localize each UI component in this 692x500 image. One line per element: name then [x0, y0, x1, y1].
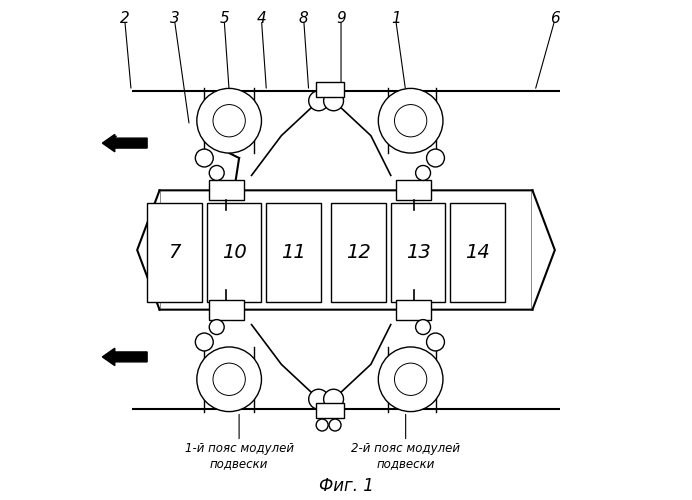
Text: 7: 7 [168, 243, 181, 262]
Text: 11: 11 [282, 243, 306, 262]
Bar [450, 203, 505, 302]
Polygon shape [532, 190, 555, 310]
Circle shape [394, 363, 427, 396]
Circle shape [324, 389, 343, 409]
Text: 9: 9 [336, 12, 346, 26]
Bar [316, 403, 343, 418]
Polygon shape [137, 190, 160, 310]
Bar [209, 180, 244, 201]
FancyArrow shape [102, 348, 147, 366]
Circle shape [197, 88, 262, 153]
Text: 3: 3 [170, 12, 179, 26]
FancyArrow shape [102, 134, 147, 152]
Circle shape [195, 149, 213, 167]
Circle shape [213, 104, 245, 137]
Circle shape [209, 320, 224, 334]
Text: 1: 1 [391, 12, 401, 26]
Bar [391, 203, 446, 302]
Circle shape [426, 149, 444, 167]
Text: 2-й пояс модулей
подвески: 2-й пояс модулей подвески [351, 442, 460, 470]
FancyBboxPatch shape [160, 190, 532, 310]
Text: 14: 14 [466, 243, 490, 262]
Text: 12: 12 [346, 243, 371, 262]
Bar [266, 203, 321, 302]
Bar [331, 203, 385, 302]
Text: 5: 5 [219, 12, 229, 26]
Circle shape [416, 166, 430, 180]
Circle shape [209, 166, 224, 180]
Text: 8: 8 [299, 12, 309, 26]
Circle shape [379, 88, 443, 153]
Bar [147, 203, 202, 302]
Text: 10: 10 [221, 243, 246, 262]
Bar [209, 300, 244, 320]
Text: 13: 13 [406, 243, 430, 262]
Text: 6: 6 [550, 12, 560, 26]
Circle shape [324, 91, 343, 111]
Text: 2: 2 [120, 12, 129, 26]
Bar [207, 203, 262, 302]
Text: 1-й пояс модулей
подвески: 1-й пояс модулей подвески [185, 442, 293, 470]
Circle shape [197, 347, 262, 412]
Circle shape [213, 363, 245, 396]
Circle shape [426, 333, 444, 351]
Circle shape [416, 320, 430, 334]
Bar [316, 82, 343, 97]
Circle shape [309, 389, 329, 409]
Circle shape [329, 419, 341, 431]
Circle shape [309, 91, 329, 111]
Circle shape [195, 333, 213, 351]
Bar [396, 180, 430, 201]
Text: Фиг. 1: Фиг. 1 [318, 477, 374, 495]
Bar [396, 300, 430, 320]
Circle shape [379, 347, 443, 412]
Circle shape [394, 104, 427, 137]
Circle shape [316, 419, 328, 431]
Text: 4: 4 [257, 12, 266, 26]
